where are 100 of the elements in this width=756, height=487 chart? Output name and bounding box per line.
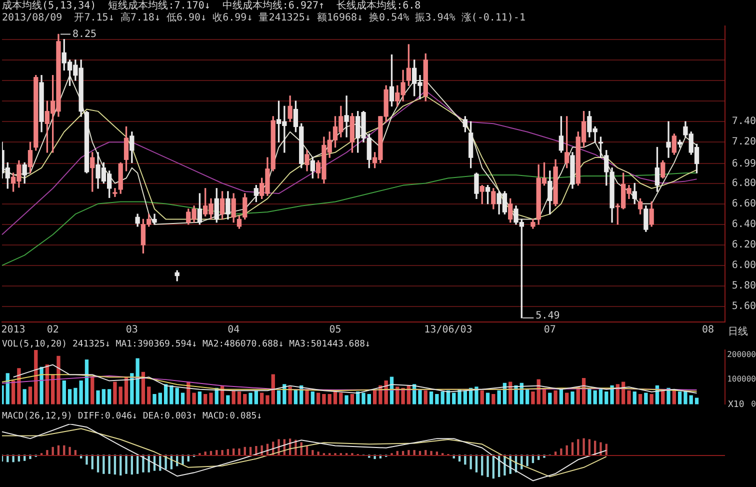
annotation: 5.49 <box>536 310 560 322</box>
bar <box>175 388 179 404</box>
bar <box>108 454 110 474</box>
x-tick-label: 13/06/03 <box>424 324 472 336</box>
bar <box>243 394 247 404</box>
x-tick-label: 05 <box>329 324 342 336</box>
bar <box>34 350 38 404</box>
bar <box>282 384 286 404</box>
bar <box>316 392 320 404</box>
bar <box>40 366 44 404</box>
bar <box>339 392 343 404</box>
bar <box>350 394 354 404</box>
y-tick-label: 6.99 <box>732 158 756 170</box>
bar <box>28 386 32 404</box>
bar <box>328 394 332 404</box>
bar <box>237 392 242 404</box>
bar <box>90 376 94 404</box>
bar <box>362 392 366 404</box>
bar <box>204 394 208 404</box>
bar <box>198 392 202 404</box>
bar <box>254 390 258 404</box>
bar <box>492 394 496 404</box>
bar <box>164 384 168 404</box>
bar <box>598 389 603 404</box>
candlestick <box>112 188 118 197</box>
bar <box>96 390 100 404</box>
bar <box>582 438 585 456</box>
bar <box>429 392 434 404</box>
bar <box>333 392 338 404</box>
y-tick-label: 5.80 <box>732 280 756 292</box>
bar <box>192 392 196 404</box>
chart-subtitle: 2013/08/09 开7.15↓ 高7.18↓ 低6.90↓ 收6.99↓ 量241325↓ 额16968↓ 换0.54% 振3.94% 涨(-0.11)-1 <box>2 12 526 24</box>
bar <box>260 392 264 404</box>
x-tick-label: 02 <box>46 324 59 336</box>
x-tick-label: 08 <box>702 324 714 336</box>
bar <box>474 386 478 404</box>
bar <box>372 390 377 404</box>
bar <box>554 390 558 404</box>
bar <box>650 394 654 404</box>
bar <box>588 439 591 456</box>
y-tick-label: 100000 <box>727 374 756 384</box>
bar <box>102 454 105 474</box>
bar <box>17 368 21 404</box>
text: X10 <box>728 400 744 410</box>
y-tick-label: 6.20 <box>732 240 756 251</box>
candlestick <box>344 96 349 138</box>
bar <box>452 392 456 404</box>
bar <box>627 390 631 404</box>
y-tick-label: 6.80 <box>732 178 756 189</box>
bar <box>125 454 128 474</box>
y-tick-label: 6.40 <box>732 218 756 230</box>
bar <box>170 385 174 404</box>
bar <box>180 392 185 404</box>
bar <box>638 394 642 404</box>
bar <box>531 392 535 404</box>
bar <box>305 389 309 404</box>
y-tick-label: 200000 <box>727 350 756 360</box>
bar <box>226 395 230 404</box>
bar <box>107 389 112 404</box>
bar <box>118 386 122 404</box>
bar <box>480 390 484 404</box>
bar <box>221 450 224 456</box>
bar <box>486 392 490 404</box>
bar <box>152 394 156 404</box>
bar <box>418 389 422 404</box>
bar <box>588 388 592 404</box>
bar <box>62 380 66 404</box>
bar <box>593 390 597 404</box>
bar <box>684 390 688 404</box>
bar <box>470 454 472 470</box>
x-tick-label: 2013 <box>1 324 26 336</box>
bar <box>694 398 699 404</box>
bar <box>232 390 236 404</box>
bar <box>689 395 693 404</box>
bar <box>666 388 670 404</box>
candlestick <box>666 121 671 158</box>
bar <box>632 392 636 404</box>
bar <box>401 388 405 404</box>
bar <box>367 394 371 404</box>
bar <box>424 390 428 404</box>
bar <box>463 390 467 404</box>
bar <box>266 395 270 404</box>
x-tick-label: 04 <box>228 324 240 336</box>
x-tick-label: 07 <box>544 324 556 336</box>
bar <box>46 450 48 456</box>
bar <box>604 392 608 404</box>
bar <box>22 389 26 404</box>
bar <box>276 390 281 404</box>
bar <box>408 450 410 456</box>
y-tick-label: 6.00 <box>732 260 756 272</box>
bar <box>11 380 16 404</box>
bar <box>288 386 292 404</box>
bar <box>322 394 326 404</box>
bar <box>136 358 140 404</box>
bar <box>577 439 580 456</box>
bar <box>68 446 71 456</box>
bar <box>68 389 72 404</box>
y-tick-label: 5.60 <box>732 301 756 312</box>
bar <box>158 392 162 404</box>
bar <box>560 448 562 456</box>
